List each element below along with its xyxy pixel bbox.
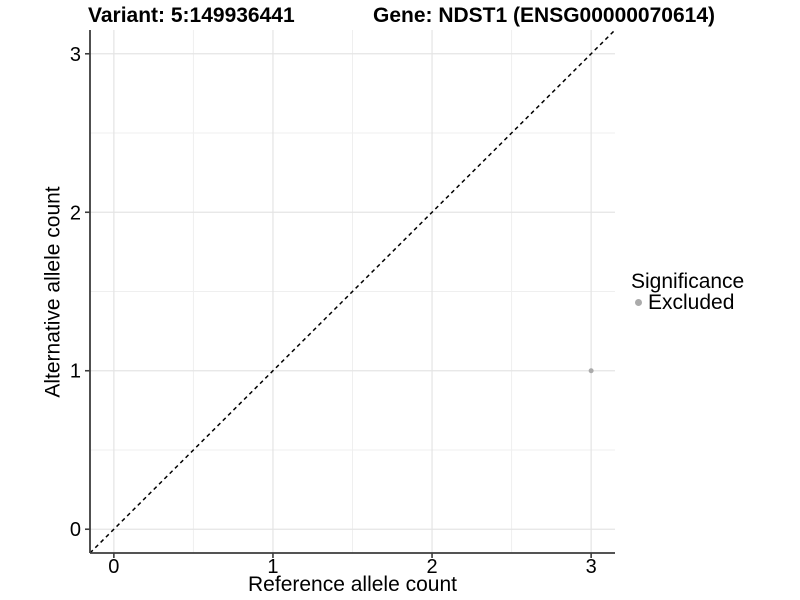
y-tick-label: 2 [70,202,81,224]
x-axis-title: Reference allele count [248,573,457,596]
legend-item-label: Excluded [648,291,735,314]
x-tick-label: 0 [108,556,119,578]
plot-title-variant: Variant: 5:149936441 [88,4,295,27]
legend-key-dot [635,299,642,306]
data-point [588,368,594,374]
y-axis-title: Alternative allele count [41,186,65,398]
identity-reference-line [89,29,616,554]
y-tick-label: 3 [70,44,81,66]
plot-title-gene: Gene: NDST1 (ENSG00000070614) [373,4,715,27]
y-tick-label: 1 [70,361,81,383]
x-tick-label: 2 [426,556,437,578]
x-tick-label: 3 [586,556,597,578]
x-tick-label: 1 [267,556,278,578]
legend-item-excluded: Excluded [631,292,744,313]
legend-title: Significance [631,270,745,293]
legend: Significance Excluded [631,271,744,313]
y-tick-label: 0 [70,519,81,541]
